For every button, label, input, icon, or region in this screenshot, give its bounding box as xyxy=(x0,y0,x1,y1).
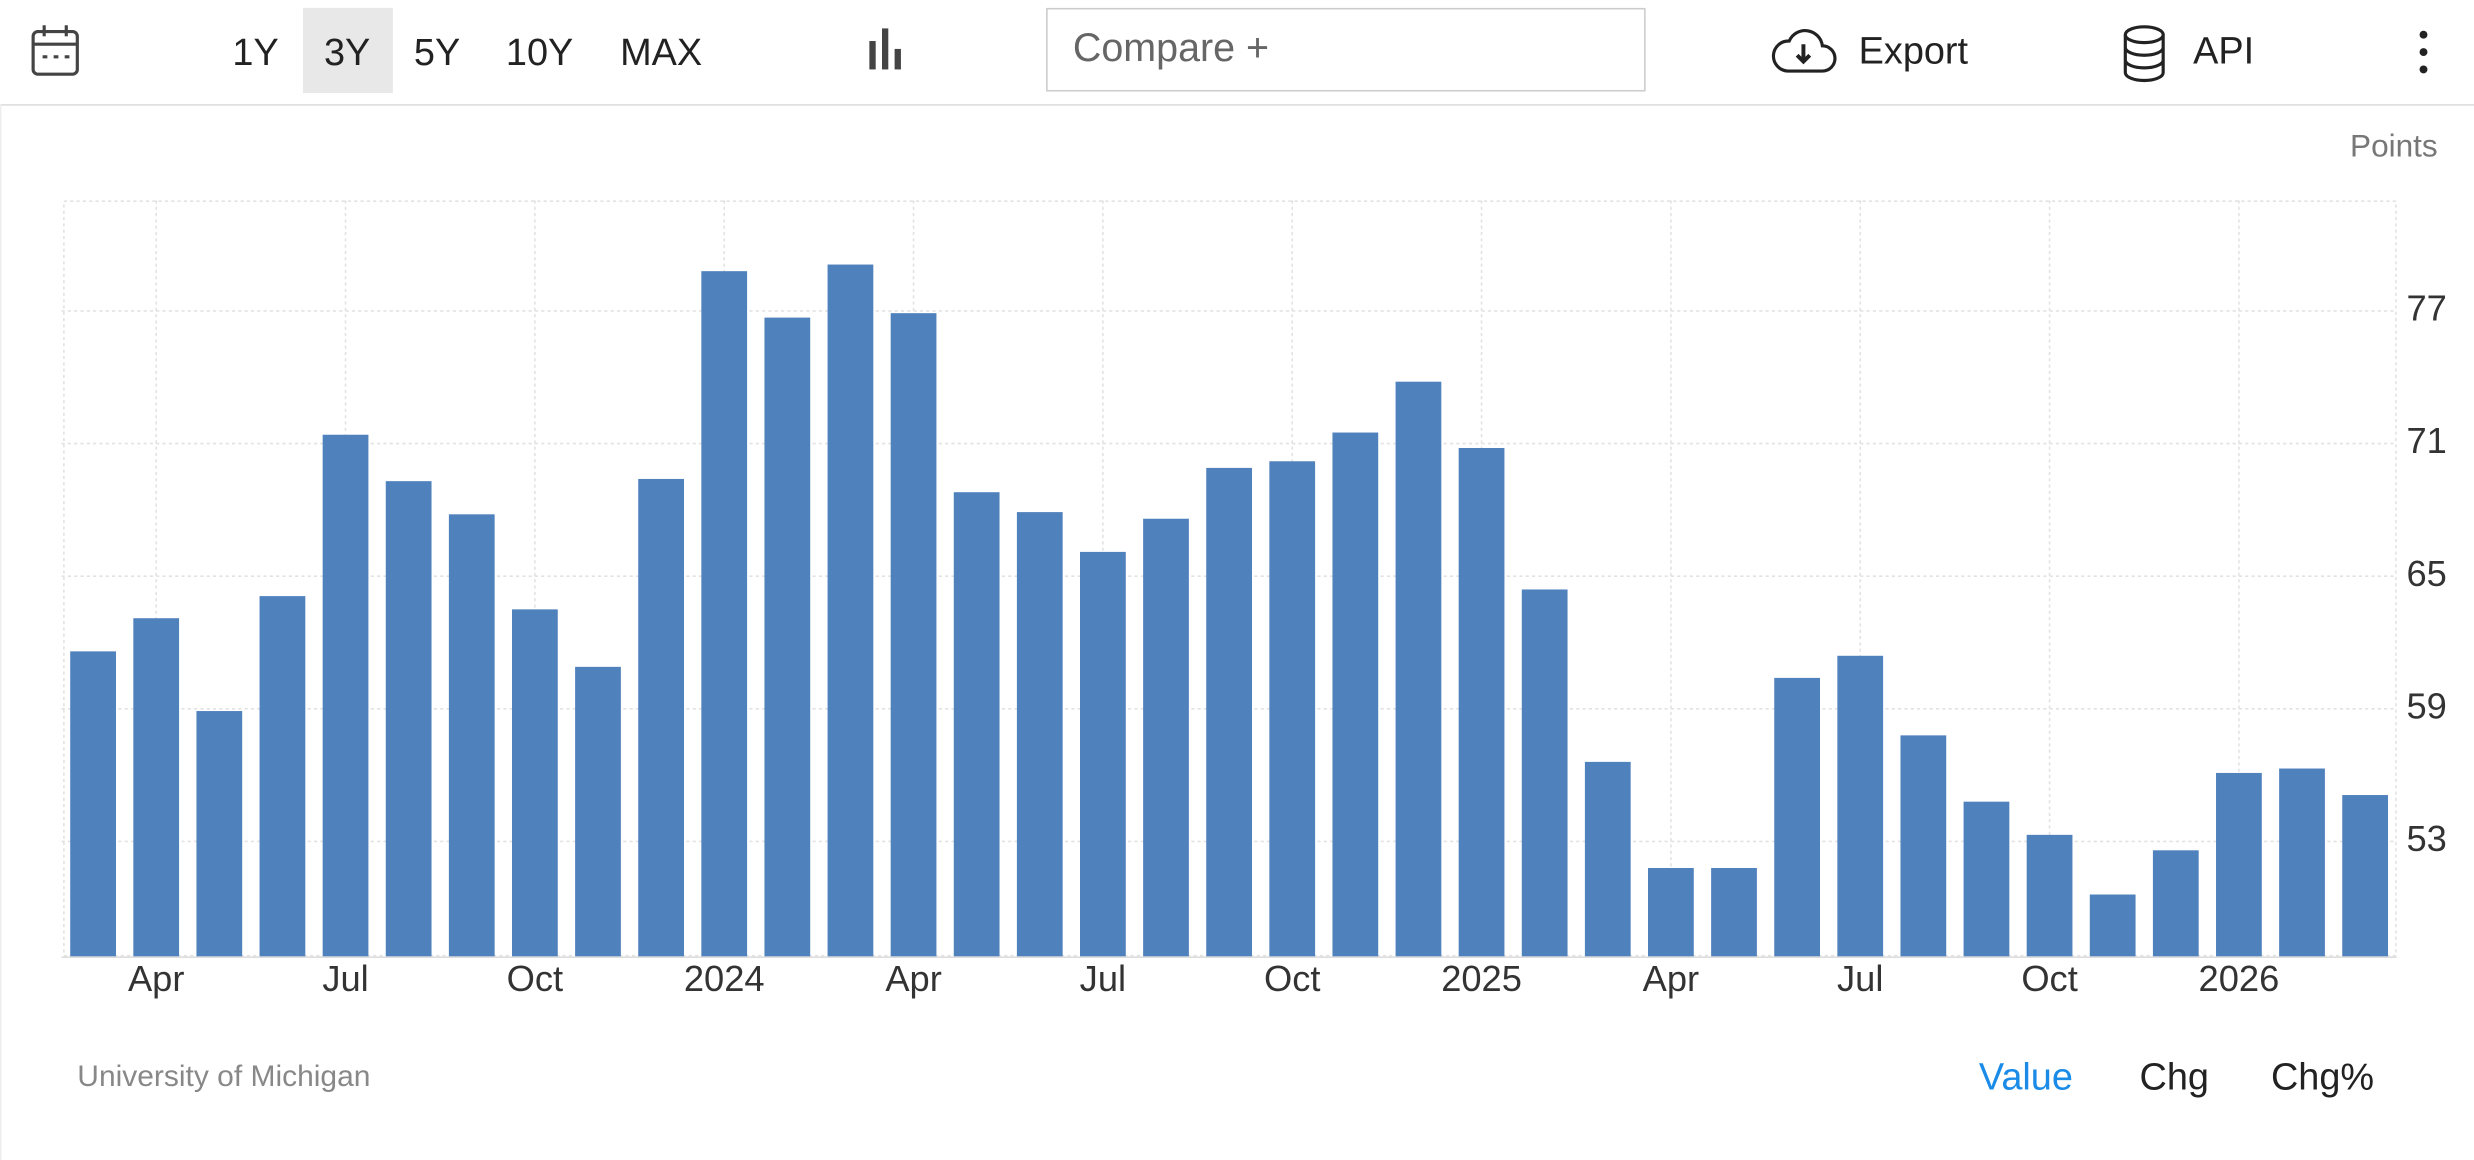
bar xyxy=(2152,850,2199,957)
bar xyxy=(1900,735,1947,957)
mode-button[interactable]: Value xyxy=(1979,1057,2073,1099)
x-tick-label: 2024 xyxy=(684,958,765,999)
bar xyxy=(1458,448,1505,957)
bar xyxy=(133,618,180,957)
bar xyxy=(2342,795,2389,957)
x-tick-label: Oct xyxy=(2021,958,2077,999)
menu-icon[interactable] xyxy=(2419,30,2428,74)
bar xyxy=(448,514,495,957)
x-tick-label: Apr xyxy=(1643,958,1699,999)
source: University of Michigan xyxy=(77,1060,370,1093)
plot-frame xyxy=(63,200,2397,957)
range-button[interactable]: 5Y xyxy=(414,32,460,74)
bar xyxy=(1711,867,1757,957)
mode-button[interactable]: Chg xyxy=(2139,1057,2208,1099)
bar xyxy=(196,711,243,957)
bar xyxy=(890,313,937,957)
export-button[interactable]: Export xyxy=(1859,31,1969,73)
compare-placeholder[interactable]: Compare + xyxy=(1073,26,1269,70)
chart-type-icon[interactable] xyxy=(869,28,901,70)
bar xyxy=(1269,461,1316,957)
bar xyxy=(1080,551,1126,957)
bar xyxy=(1648,867,1694,957)
range-button[interactable]: 3Y xyxy=(324,32,370,74)
export-icon[interactable] xyxy=(1771,29,1837,73)
y-tick-label: 65 xyxy=(2406,553,2446,594)
bar xyxy=(1584,761,1631,957)
bar xyxy=(2279,768,2325,957)
bar xyxy=(953,492,1000,957)
range-button[interactable]: MAX xyxy=(620,32,702,74)
api-button[interactable]: API xyxy=(2193,31,2254,73)
x-tick-label: 2025 xyxy=(1441,958,1522,999)
bar xyxy=(322,434,369,957)
bar xyxy=(1395,381,1442,957)
y-tick-label: 59 xyxy=(2406,685,2446,726)
bar xyxy=(827,264,874,957)
calendar-icon[interactable] xyxy=(31,25,79,76)
x-tick-label: Jul xyxy=(322,958,368,999)
bar xyxy=(1143,518,1189,957)
y-tick-label: 77 xyxy=(2406,288,2446,329)
api-icon[interactable] xyxy=(2123,25,2165,83)
bar xyxy=(70,651,116,957)
active-range-bg xyxy=(302,7,393,94)
bar xyxy=(2026,834,2073,957)
bar xyxy=(2089,894,2136,957)
x-tick-label: Apr xyxy=(885,958,941,999)
bar xyxy=(259,596,306,957)
compare-box[interactable] xyxy=(1046,7,1646,92)
bar xyxy=(1332,432,1379,957)
range-button[interactable]: 1Y xyxy=(232,32,278,74)
bar xyxy=(1206,467,1252,957)
x-tick-label: Apr xyxy=(128,958,184,999)
x-tick-label: Oct xyxy=(507,958,563,999)
y-tick-label: 53 xyxy=(2406,818,2446,859)
bar xyxy=(1837,655,1884,957)
bar xyxy=(575,666,621,957)
range-button[interactable]: 10Y xyxy=(506,32,573,74)
mode-button[interactable]: Chg% xyxy=(2271,1057,2374,1099)
x-tick-label: Jul xyxy=(1837,958,1883,999)
bar xyxy=(638,478,684,957)
bar xyxy=(1963,801,2010,957)
x-tick-label: Jul xyxy=(1080,958,1126,999)
bar xyxy=(1521,589,1568,957)
x-tick-label: 2026 xyxy=(2199,958,2280,999)
unit-label: Points xyxy=(2350,128,2438,164)
bar xyxy=(2216,772,2262,957)
x-tick-label: Oct xyxy=(1264,958,1320,999)
bar xyxy=(701,271,748,957)
bar xyxy=(764,317,811,957)
bar xyxy=(511,609,558,957)
y-tick-label: 71 xyxy=(2406,420,2446,461)
bar xyxy=(385,481,432,957)
bar xyxy=(1016,512,1063,957)
bar xyxy=(1774,677,1820,957)
